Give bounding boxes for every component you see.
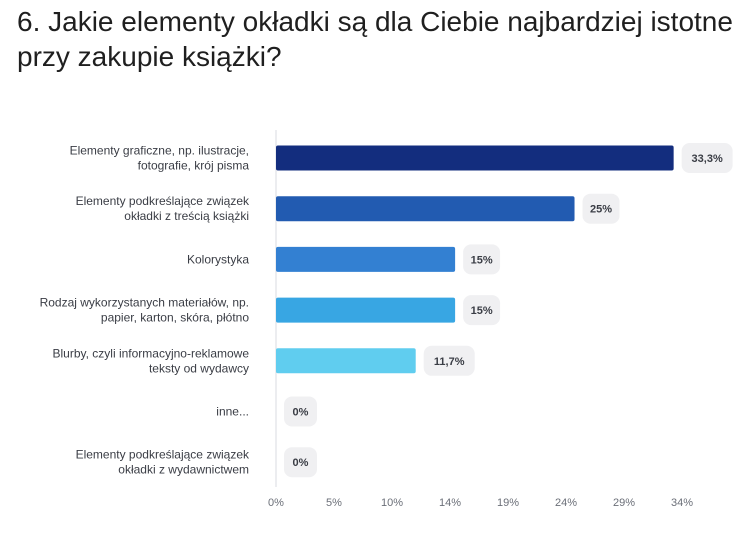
bar [276, 246, 456, 272]
x-tick-label: 29% [613, 497, 635, 509]
bar [276, 297, 456, 323]
value-label: 0% [293, 457, 309, 469]
x-tick-label: 24% [555, 497, 577, 509]
page-title: 6. Jakie elementy okładki są dla Ciebie … [17, 6, 733, 72]
value-label: 11,7% [434, 356, 465, 368]
category-label: Elementy graficzne, np. ilustracje, [70, 144, 249, 158]
value-label: 25% [590, 204, 612, 216]
bar [276, 145, 674, 171]
category-label: inne... [216, 405, 249, 419]
value-label-bubble [463, 244, 501, 275]
x-tick-label: 14% [439, 497, 461, 509]
value-label-bubble [284, 447, 317, 478]
category-label: Kolorystyka [187, 252, 249, 266]
x-tick-label: 5% [326, 497, 342, 509]
value-label-bubble [423, 345, 475, 376]
category-label: Elementy podkreślające związek [76, 448, 250, 462]
value-label-bubble [681, 143, 733, 173]
value-label-bubble [463, 295, 501, 326]
category-label: papier, karton, skóra, płótno [101, 311, 249, 325]
category-label: Blurby, czyli informacyjno-reklamowe [53, 346, 250, 360]
category-label: teksty od wydawcy [149, 361, 249, 375]
bar [276, 196, 575, 222]
x-tick-label: 34% [671, 497, 693, 509]
value-label: 15% [471, 305, 493, 317]
category-label: Rodzaj wykorzystanych materiałów, np. [40, 296, 249, 310]
bar [276, 348, 416, 374]
value-label-bubble [284, 396, 317, 427]
x-tick-label: 10% [381, 497, 403, 509]
x-tick-label: 19% [497, 497, 519, 509]
value-label: 0% [293, 407, 309, 419]
value-label: 33,3% [692, 153, 723, 165]
category-label: fotografie, krój pisma [138, 159, 250, 173]
category-label: okładki z treścią książki [124, 209, 249, 223]
value-label-bubble [582, 193, 620, 224]
category-label: Elementy podkreślające związek [76, 194, 250, 208]
category-label: okładki z wydawnictwem [118, 463, 249, 477]
x-tick-label: 0% [268, 497, 284, 509]
value-label: 15% [471, 254, 493, 266]
